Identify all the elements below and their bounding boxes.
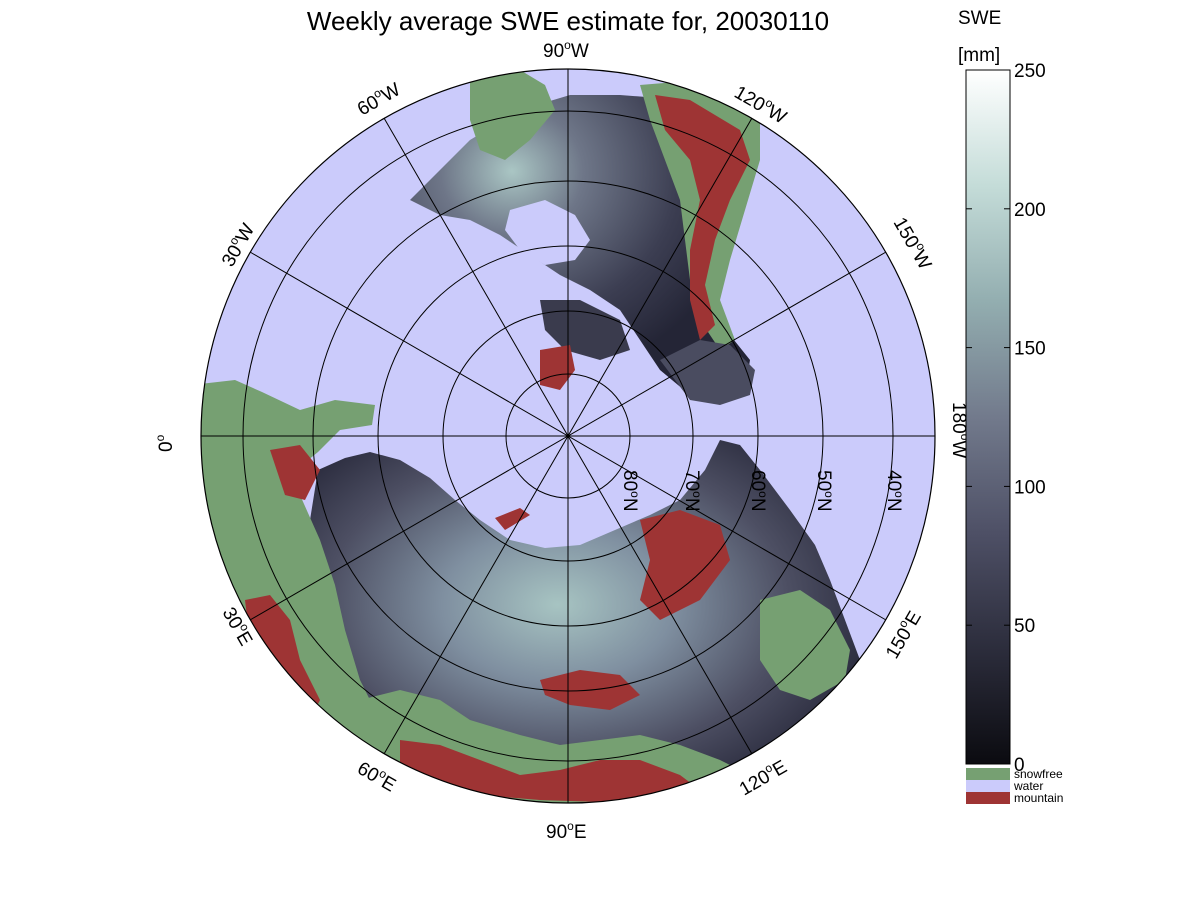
canadian-archipelago (540, 300, 630, 360)
lon-label-180w: 180oW (948, 402, 972, 458)
lon-label-60e: 60oE (354, 756, 401, 797)
labrador-snowfree-region (470, 70, 555, 160)
lon-label-0: 0o (153, 434, 177, 452)
category-swatch-water (966, 780, 1010, 792)
parallel-labels: 80oN 70oN 60oN 50oN 40oN (619, 470, 906, 512)
lon-label-150w: 150oW (889, 213, 938, 274)
lon-label-90e: 90oE (546, 819, 587, 843)
graticule (201, 69, 935, 803)
land-layer (201, 70, 860, 803)
colorbar: SWE [mm] 0 50 100 150 200 250 snowfreewatermo… (958, 8, 1063, 805)
lat-label-40n: 40oN (883, 470, 906, 512)
figure-title: Weekly average SWE estimate for, 2003011… (307, 6, 829, 36)
category-label-water: water (1013, 779, 1043, 793)
meridian-150w-30e (249, 251, 887, 621)
colorbar-tick-label: 0 (1014, 755, 1025, 776)
colorbar-title: SWE (958, 8, 1001, 29)
east-siberia-mountain-region (640, 510, 730, 620)
scandinavia-mountain-region (270, 445, 320, 500)
rockies-mountain-region (655, 95, 750, 340)
colorbar-tick-label: 250 (1014, 61, 1046, 82)
lat-label-80n: 80oN (619, 470, 642, 512)
colorbar-tick-label: 100 (1014, 477, 1046, 498)
east-asia-snowfree-region (760, 590, 850, 700)
colorbar-gradient (965, 69, 1011, 765)
category-swatch-snowfree (966, 768, 1010, 780)
colorbar-ticks: 0 50 100 150 200 250 (966, 61, 1046, 776)
lat-label-50n: 50oN (813, 470, 836, 512)
novaya-zemlya (495, 508, 530, 530)
category-swatch-mountain (966, 792, 1010, 804)
colorbar-tick-label: 150 (1014, 339, 1046, 360)
map-border (200, 68, 936, 804)
colorbar-unit: [mm] (958, 45, 1000, 66)
europe-snowfree-region (204, 460, 380, 760)
category-label-snowfree: snowfree (1014, 767, 1063, 781)
colorbar-tick-label: 50 (1014, 616, 1035, 637)
lon-label-120e: 120oE (735, 754, 791, 800)
category-label-mountain: mountain (1014, 791, 1063, 805)
lat-label-60n: 60oN (747, 470, 770, 512)
hudson-bay-water (505, 200, 590, 265)
polar-map: 80oN 70oN 60oN 50oN 40oN 90oW 120oW (153, 38, 972, 843)
svalbard (540, 345, 575, 390)
lat-label-70n: 70oN (681, 470, 704, 512)
asia-mountain-region (400, 740, 700, 802)
colorbar-tick-label: 200 (1014, 200, 1046, 221)
lon-label-90w: 90oW (543, 38, 589, 62)
